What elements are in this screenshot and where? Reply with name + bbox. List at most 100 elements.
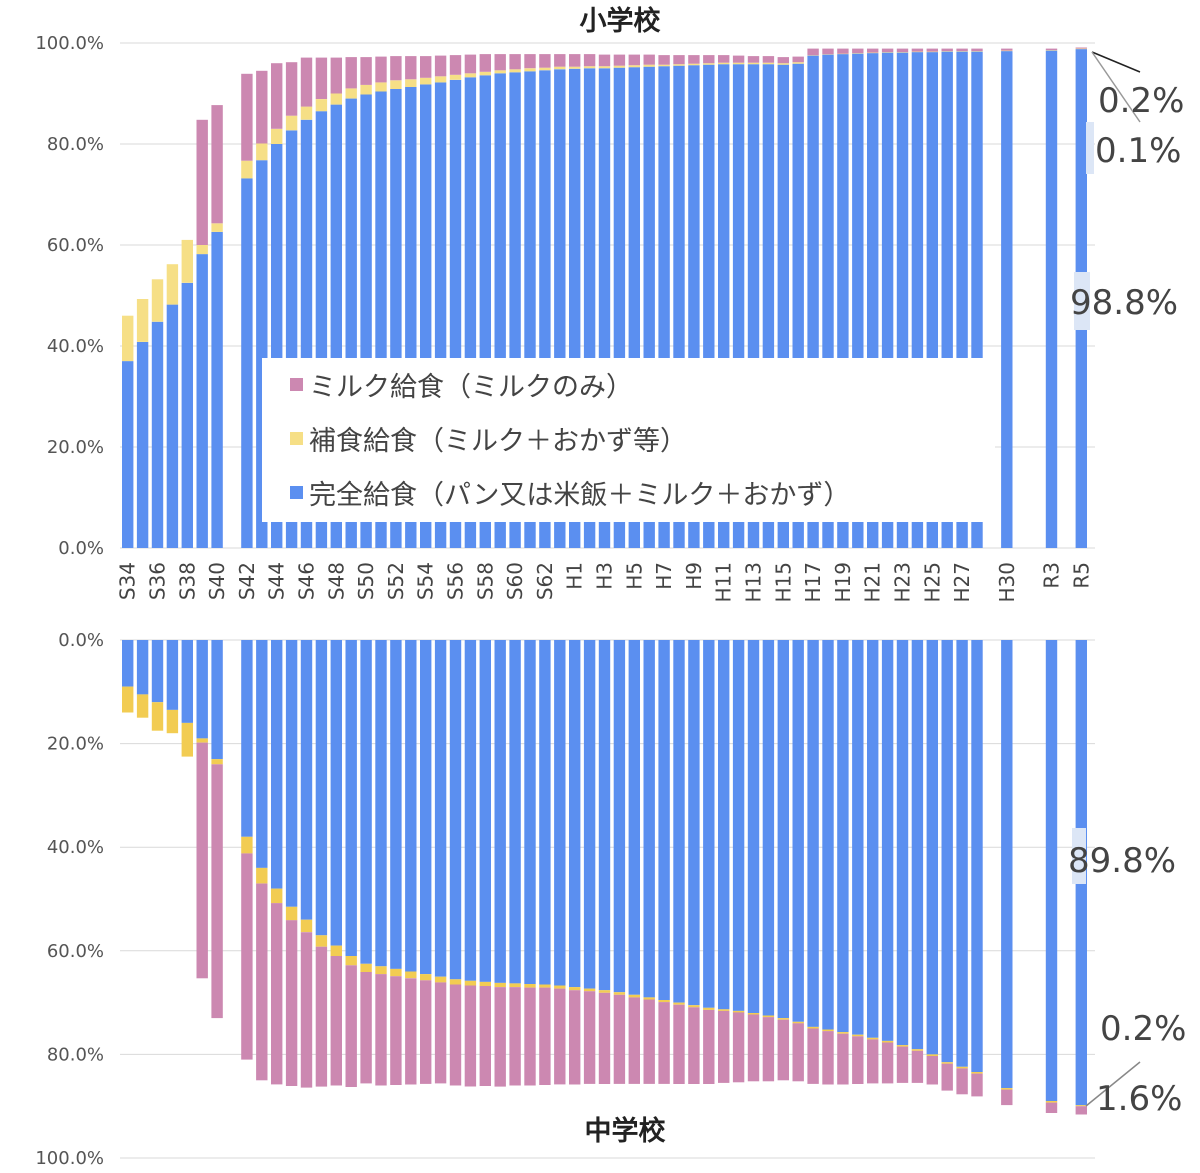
bar-segment-H11-s0 (718, 640, 730, 1010)
bar-segment-H22-s1 (881, 52, 894, 53)
elementary-chart-title: 小学校 (580, 5, 661, 37)
bar-segment-H1-s2 (569, 990, 581, 1085)
bar-segment-S51-s2 (375, 974, 387, 1086)
x-tick-label: S50 (354, 562, 378, 600)
bar-segment-H27-s0 (956, 640, 968, 1067)
bar-segment-H7-s1 (658, 64, 670, 67)
x-tick-label: S62 (533, 562, 557, 600)
x-tick-label: H17 (801, 562, 825, 603)
bar-segment-H14-s2 (762, 1017, 775, 1082)
bar-segment-S46-s2 (300, 57, 313, 107)
bar-segment-S46-s0 (300, 640, 313, 920)
annotation-leader-top-supp (1091, 51, 1141, 123)
bar-segment-H20-s1 (852, 53, 864, 54)
bar-segment-S60-s1 (509, 69, 521, 73)
bar-segment-H6-s2 (643, 999, 655, 1084)
bar-segment-H12-s2 (732, 55, 745, 63)
bar-segment-S58-s0 (479, 75, 491, 549)
bar-segment-R3-s1 (1045, 50, 1058, 51)
x-tick-label: H25 (920, 562, 944, 603)
bar-segment-H30-s0 (1001, 51, 1013, 548)
bar-segment-H9-s2 (688, 55, 700, 64)
bar-segment-H3-s1 (598, 66, 611, 69)
bar-segment-H16-s0 (792, 640, 804, 1022)
y-tick-label: 80.0% (47, 1044, 104, 1065)
bar-segment-S55-s2 (434, 982, 447, 1084)
bar-segment-H26-s0 (941, 640, 953, 1063)
bar-segment-H19-s0 (837, 54, 849, 548)
bar-segment-S46-s1 (300, 106, 313, 120)
bar-segment-H21-s2 (867, 48, 879, 53)
bar-segment-H21-s0 (867, 53, 879, 548)
bar-segment-R3-s0 (1045, 50, 1058, 548)
bar-segment-H28-s0 (971, 640, 983, 1072)
bar-segment-S57-s2 (464, 54, 477, 74)
bar-segment-S49-s1 (345, 88, 357, 99)
bar-segment-H10-s1 (703, 1007, 715, 1010)
x-tick-label: H15 (771, 562, 795, 603)
bar-segment-S49-s0 (345, 640, 357, 956)
bar-segment-S60-s2 (509, 54, 521, 70)
bar-segment-H3-s0 (598, 640, 611, 991)
y-tick-label: 0.0% (58, 538, 104, 559)
bar-segment-H8-s2 (673, 1004, 685, 1084)
bar-segment-H2-s0 (583, 68, 596, 549)
bar-segment-S50-s1 (360, 963, 372, 973)
bar-segment-S60-s0 (509, 640, 521, 984)
bar-segment-S56-s1 (449, 74, 462, 80)
bar-segment-S34-s1 (122, 315, 134, 362)
bar-segment-S35-s1 (136, 299, 149, 342)
bar-segment-H17-s2 (807, 1028, 819, 1084)
bar-segment-H1-s2 (569, 54, 581, 67)
bar-segment-H25-s2 (926, 1056, 938, 1085)
bar-segment-H17-s2 (807, 48, 819, 56)
bar-segment-H6-s1 (643, 997, 655, 1000)
bar-segment-S56-s0 (449, 640, 462, 980)
bar-segment-S62-s2 (539, 987, 551, 1085)
bar-segment-S62-s0 (539, 70, 551, 549)
bar-segment-R5-s1 (1075, 1105, 1087, 1107)
bar-segment-H16-s1 (792, 1021, 804, 1024)
bar-segment-S38-s1 (181, 239, 193, 283)
bar-segment-H7-s1 (658, 1000, 670, 1003)
bar-segment-S53-s1 (405, 971, 417, 979)
bar-segment-S46-s0 (300, 119, 313, 549)
bar-segment-S40-s0 (211, 640, 223, 760)
bar-segment-H5-s2 (628, 997, 640, 1084)
bar-segment-H14-s1 (762, 62, 775, 65)
bar-segment-S38-s1 (181, 722, 193, 757)
bar-segment-H30-s2 (1001, 1089, 1013, 1106)
bar-segment-S54-s2 (420, 56, 432, 78)
bar-segment-S55-s2 (434, 55, 447, 77)
x-tick-label: H30 (995, 562, 1019, 603)
bar-segment-H23-s0 (896, 52, 909, 548)
bar-segment-H5-s0 (628, 67, 640, 548)
bar-segment-R5-s2 (1075, 47, 1087, 49)
bar-segment-H28-s1 (971, 51, 983, 52)
bar-segment-S58-s2 (479, 54, 491, 72)
bar-segment-S54-s1 (420, 974, 432, 981)
x-tick-label: H3 (593, 562, 617, 590)
bar-segment-H9-s2 (688, 1007, 700, 1084)
bar-segment-H28-s2 (971, 1073, 983, 1097)
bar-segment-S45-s0 (285, 130, 298, 548)
bar-segment-H25-s0 (926, 640, 938, 1055)
bar-segment-S54-s1 (420, 77, 432, 85)
bar-segment-H21-s0 (867, 640, 879, 1038)
bar-segment-S47-s1 (315, 99, 328, 112)
bar-segment-S39-s0 (196, 254, 208, 548)
x-tick-label: S38 (175, 562, 199, 600)
x-tick-label: H23 (891, 562, 915, 603)
annotation-bg-top-complete (1074, 272, 1090, 330)
bar-segment-S43-s0 (256, 160, 268, 548)
bar-segment-H19-s1 (837, 53, 849, 55)
bar-segment-S48-s0 (330, 640, 342, 946)
y-tick-label: 20.0% (47, 437, 104, 458)
bar-segment-S47-s2 (315, 57, 328, 99)
bar-segment-H27-s1 (956, 1066, 968, 1069)
bar-segment-S48-s2 (330, 57, 342, 94)
bar-segment-S40-s1 (211, 759, 223, 765)
bar-segment-H24-s1 (911, 1049, 924, 1051)
bar-segment-H7-s2 (658, 55, 670, 65)
bar-segment-S62-s2 (539, 54, 551, 68)
